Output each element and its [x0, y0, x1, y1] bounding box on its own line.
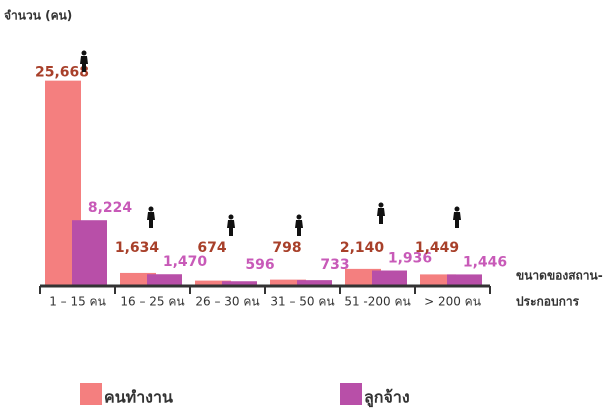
x-tick-label: 31 – 50 คน — [270, 295, 334, 309]
x-tick-label: 1 – 15 คน — [49, 295, 106, 309]
value-label: 1,634 — [115, 240, 160, 256]
bar — [420, 274, 456, 286]
person-icon — [296, 214, 302, 220]
value-label: 596 — [245, 257, 274, 273]
bar — [297, 280, 332, 286]
value-label: 1,449 — [415, 240, 459, 256]
bar — [447, 274, 482, 286]
x-tick-label: > 200 คน — [424, 295, 481, 309]
person-icon — [378, 202, 384, 208]
value-label: 2,140 — [340, 240, 385, 256]
value-label: 674 — [197, 240, 226, 256]
person-icon — [148, 206, 154, 212]
value-label: 1,446 — [463, 254, 507, 270]
person-icon — [295, 220, 303, 236]
bar — [147, 274, 182, 286]
value-label: 8,224 — [88, 200, 133, 216]
person-icon — [80, 56, 88, 72]
bar — [72, 220, 107, 286]
person-icon — [228, 214, 234, 220]
y-axis-label: จำนวน (คน) — [4, 9, 72, 23]
value-label: 798 — [272, 240, 301, 256]
value-label: 1,470 — [163, 254, 208, 270]
bar — [222, 281, 257, 286]
person-icon — [147, 212, 155, 228]
legend-label: ลูกจ้าง — [364, 388, 410, 409]
bar — [270, 279, 306, 286]
bar — [195, 280, 231, 286]
person-icon — [227, 220, 235, 236]
x-axis-label: ขนาดของสถาน- — [516, 269, 603, 283]
value-label: 1,936 — [388, 251, 432, 267]
value-label: 25,668 — [35, 65, 89, 81]
person-icon — [377, 208, 385, 224]
x-axis-label: ประกอบการ — [516, 295, 580, 309]
x-tick-label: 51 -200 คน — [344, 295, 410, 309]
person-icon — [81, 50, 87, 56]
x-tick-label: 16 – 25 คน — [120, 295, 184, 309]
legend-swatch — [340, 383, 362, 405]
legend-swatch — [80, 383, 102, 405]
person-icon — [453, 212, 461, 228]
bar — [372, 270, 407, 286]
x-tick-label: 26 – 30 คน — [195, 295, 259, 309]
value-label: 733 — [320, 257, 349, 273]
legend-label: คนทำงาน — [104, 388, 173, 407]
person-icon — [454, 206, 460, 212]
